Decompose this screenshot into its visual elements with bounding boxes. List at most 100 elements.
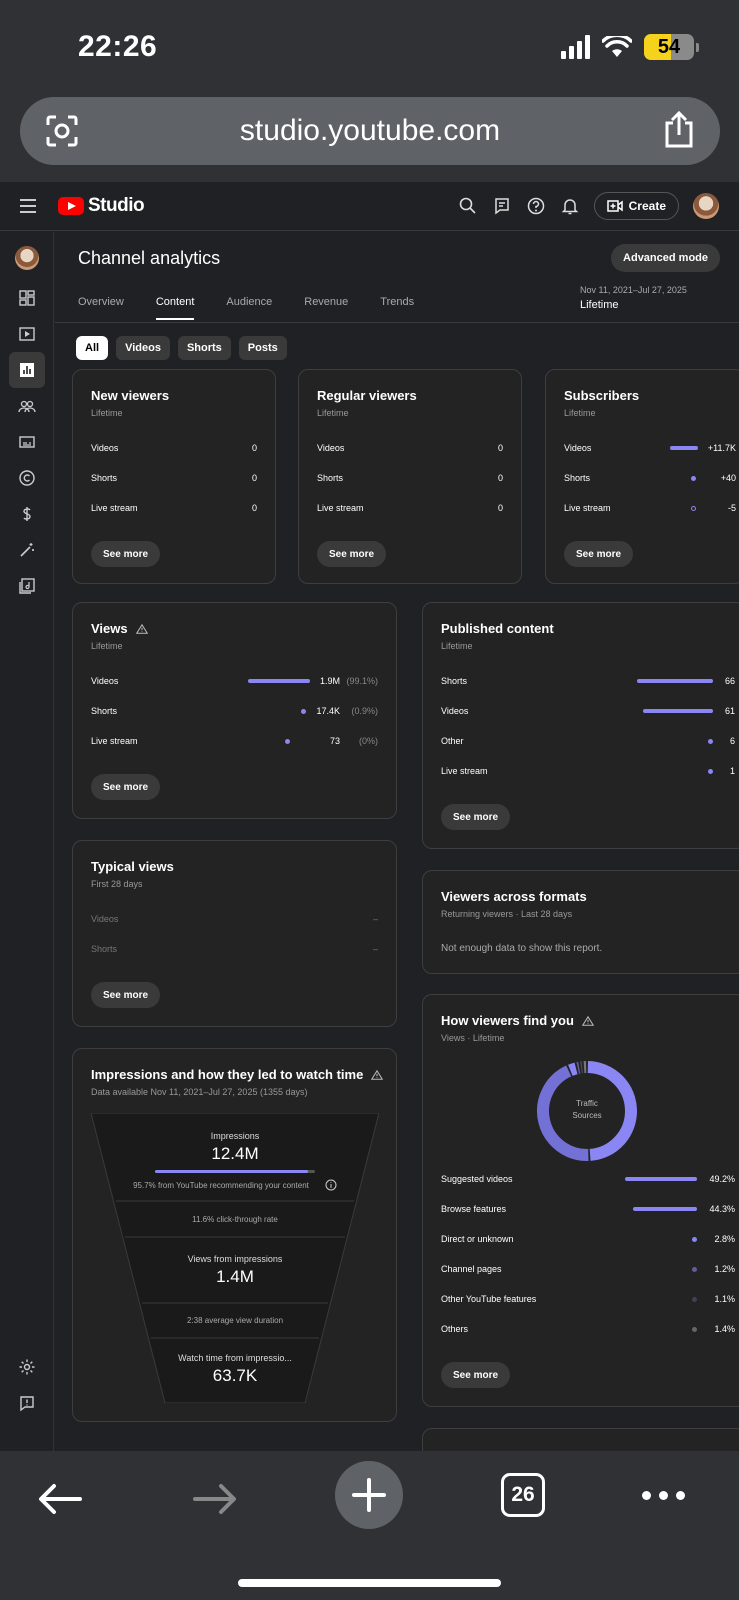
list-item: Videos 0 (91, 443, 257, 453)
subscribers-card: Subscribers Lifetime Videos +11.7K Shorts… (545, 369, 739, 584)
traffic-sources-card: How viewers find you Views · Lifetime Tr… (422, 994, 739, 1407)
warning-icon[interactable] (581, 1015, 594, 1026)
analytics-icon[interactable] (9, 352, 45, 388)
tabs-button[interactable]: 26 (501, 1473, 545, 1517)
donut-slice[interactable] (587, 1061, 637, 1161)
url-bar[interactable]: studio.youtube.com (20, 97, 720, 165)
help-icon[interactable] (526, 196, 546, 216)
content-type-filter: All Videos Shorts Posts (76, 336, 287, 360)
url-text[interactable]: studio.youtube.com (239, 114, 501, 147)
chip-posts[interactable]: Posts (238, 336, 287, 360)
settings-icon[interactable] (9, 1349, 45, 1385)
advanced-mode-button[interactable]: Advanced mode (611, 244, 720, 272)
analytics-tabs: Overview Content Audience Revenue Trends (78, 296, 414, 320)
channel-avatar[interactable] (9, 240, 45, 276)
card-subtitle: Views · Lifetime (441, 1033, 505, 1043)
tab-overview[interactable]: Overview (78, 296, 124, 308)
viewers-across-formats-card: Viewers across formats Returning viewers… (422, 870, 739, 974)
share-icon[interactable] (662, 111, 696, 149)
card-subtitle: Lifetime (317, 408, 349, 418)
youtube-logo-icon (58, 197, 84, 215)
empty-message: Not enough data to show this report. (441, 943, 603, 954)
status-icons: 54 (561, 34, 699, 60)
donut-slice[interactable] (568, 1062, 578, 1076)
tab-revenue[interactable]: Revenue (304, 296, 349, 308)
list-item: Shorts 17.4K (0.9%) (91, 706, 378, 716)
content-icon[interactable] (9, 316, 45, 352)
feedback-icon[interactable] (492, 196, 512, 216)
camera-search-icon[interactable] (44, 113, 80, 149)
studio-logo[interactable]: Studio (58, 195, 145, 217)
list-item: Videos – (91, 914, 378, 924)
funnel-ctr: 11.6% click-through rate (192, 1214, 278, 1224)
home-indicator (238, 1579, 501, 1587)
dashboard-icon[interactable] (9, 280, 45, 316)
list-item: Videos 1.9M (99.1%) (91, 676, 378, 686)
card-subtitle: Lifetime (441, 641, 473, 651)
notifications-icon[interactable] (560, 196, 580, 216)
send-feedback-icon[interactable] (9, 1385, 45, 1421)
studio-topbar: Studio Create (0, 183, 739, 231)
battery-icon: 54 (644, 34, 694, 60)
funnel-watch-time: Watch time from impressio... 63.7K (178, 1352, 292, 1385)
see-more-button[interactable]: See more (91, 774, 161, 800)
list-item: Live stream 0 (91, 503, 257, 513)
see-more-button[interactable]: See more (441, 1362, 511, 1388)
funnel-duration: 2:38 average view duration (186, 1316, 284, 1325)
tab-content[interactable]: Content (155, 296, 195, 320)
info-icon[interactable] (325, 1179, 337, 1191)
funnel-views: Views from impressions 1.4M (187, 1253, 283, 1286)
copyright-icon[interactable] (9, 460, 45, 496)
date-range-text: Nov 11, 2021–Jul 27, 2025 (580, 285, 687, 295)
list-item: Direct or unknown 2.8% (441, 1234, 735, 1244)
card-title: Published content (441, 621, 554, 636)
list-item: Other 6 (441, 736, 735, 746)
card-title: Viewers across formats (441, 889, 587, 904)
studio-app: Studio Create Channel analytics Advan (0, 183, 739, 1451)
back-button[interactable] (30, 1469, 90, 1529)
tab-trends[interactable]: Trends (380, 296, 415, 308)
earn-icon[interactable] (9, 496, 45, 532)
back-arrow-icon (39, 1484, 82, 1514)
customization-icon[interactable] (9, 532, 45, 568)
new-tab-button[interactable] (335, 1461, 403, 1529)
card-title: Regular viewers (317, 388, 417, 403)
tab-audience[interactable]: Audience (226, 296, 273, 308)
page-title: Channel analytics (78, 248, 221, 268)
card-subtitle: Lifetime (564, 408, 596, 418)
subtitles-icon[interactable] (9, 424, 45, 460)
see-more-button[interactable]: See more (564, 541, 634, 567)
regular-viewers-card: Regular viewers Lifetime Videos 0 Shorts 0… (298, 369, 522, 584)
create-button[interactable]: Create (593, 192, 679, 220)
date-range-picker[interactable]: Nov 11, 2021–Jul 27, 2025 Lifetime (580, 285, 687, 311)
forward-button[interactable] (185, 1469, 245, 1529)
topbar-actions: Create (458, 192, 719, 220)
new-viewers-card: New viewers Lifetime Videos 0 Shorts 0 Liv… (72, 369, 276, 584)
warning-icon[interactable] (371, 1069, 384, 1080)
see-more-button[interactable]: See more (91, 982, 161, 1008)
donut-slice[interactable] (537, 1065, 589, 1161)
chip-videos[interactable]: Videos (116, 336, 170, 360)
list-item: Live stream 73 (0%) (91, 736, 378, 746)
recommendation-progress (155, 1170, 315, 1173)
see-more-button[interactable]: See more (441, 804, 511, 830)
list-item: Live stream 0 (317, 503, 503, 513)
community-icon[interactable] (9, 388, 45, 424)
list-item: Shorts +40 (564, 473, 736, 483)
audio-library-icon[interactable] (9, 568, 45, 604)
warning-icon[interactable] (135, 623, 148, 634)
chip-all[interactable]: All (76, 336, 109, 360)
search-icon[interactable] (458, 196, 478, 216)
chip-shorts[interactable]: Shorts (177, 336, 231, 360)
more-icon[interactable] (642, 1491, 685, 1500)
list-item: Other YouTube features 1.1% (441, 1294, 735, 1304)
card-title: Views (91, 621, 148, 636)
menu-icon[interactable] (20, 199, 36, 213)
see-more-button[interactable]: See more (317, 541, 387, 567)
card-subtitle: Lifetime (91, 641, 123, 651)
account-avatar[interactable] (693, 193, 719, 219)
list-item: Shorts 0 (91, 473, 257, 483)
forward-arrow-icon (193, 1484, 236, 1514)
card-subtitle: First 28 days (91, 879, 143, 889)
see-more-button[interactable]: See more (91, 541, 161, 567)
